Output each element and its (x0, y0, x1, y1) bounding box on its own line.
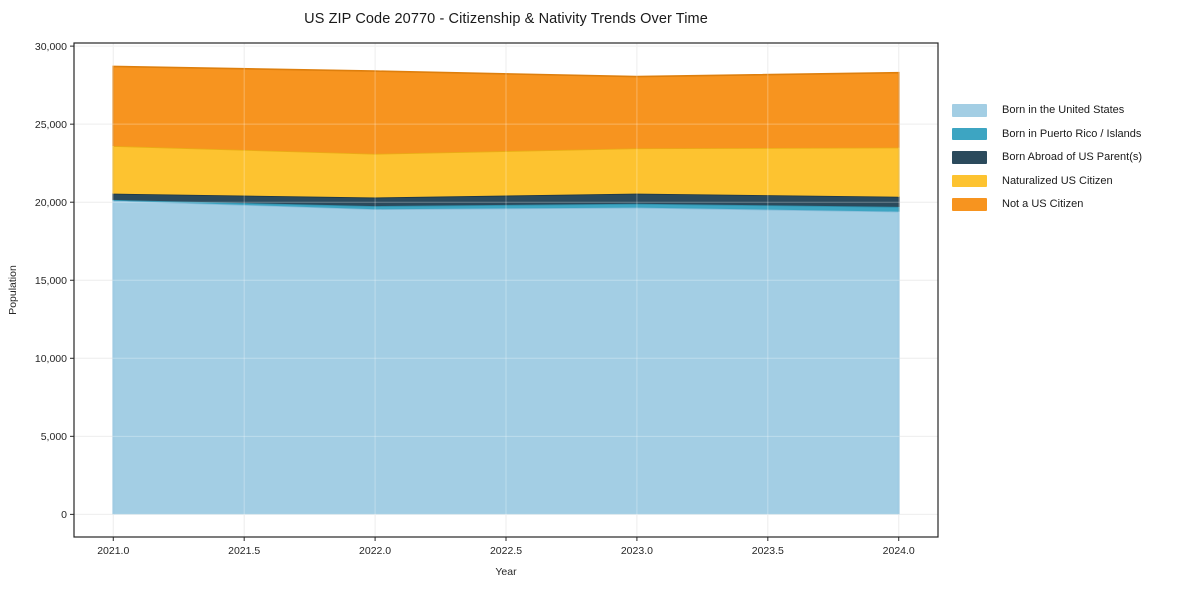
x-tick-label: 2023.5 (752, 545, 784, 557)
legend-label: Not a US Citizen (1002, 198, 1084, 211)
legend-item: Born in Puerto Rico / Islands (952, 127, 1142, 140)
area-edge-4 (112, 65, 900, 148)
y-axis-label: Population (7, 265, 19, 315)
legend: Born in the United States Born in Puerto … (952, 104, 1142, 211)
legend-item: Born Abroad of US Parent(s) (952, 151, 1142, 164)
legend-label: Born Abroad of US Parent(s) (1002, 151, 1143, 164)
legend-swatch (952, 104, 987, 117)
legend-swatch (952, 127, 987, 140)
y-tick-label: 25,000 (35, 119, 67, 131)
y-tick-label: 20,000 (35, 197, 67, 209)
y-tick-label: 30,000 (35, 41, 67, 53)
legend-item: Naturalized US Citizen (952, 174, 1142, 187)
y-tick-label: 10,000 (35, 353, 67, 365)
area-series-3 (113, 146, 899, 198)
x-tick-label: 2023.0 (621, 545, 653, 557)
legend-label: Born in the United States (1002, 104, 1125, 117)
area-series-4 (113, 66, 899, 154)
legend-item: Born in the United States (952, 104, 1142, 117)
legend-swatch (952, 198, 987, 211)
area-series-0 (113, 200, 899, 515)
legend-label: Naturalized US Citizen (1002, 174, 1113, 187)
x-tick-label: 2024.0 (883, 545, 915, 557)
x-tick-label: 2021.5 (228, 545, 260, 557)
x-tick-label: 2022.0 (359, 545, 391, 557)
area-edge-1 (112, 199, 900, 212)
y-tick-label: 15,000 (35, 275, 67, 287)
y-tick-label: 0 (61, 509, 67, 521)
y-tick-label: 5,000 (41, 431, 67, 443)
legend-item: Not a US Citizen (952, 198, 1142, 211)
legend-swatch (952, 151, 987, 164)
legend-swatch (952, 174, 987, 187)
chart-title: US ZIP Code 20770 - Citizenship & Nativi… (304, 11, 708, 27)
x-tick-label: 2022.5 (490, 545, 522, 557)
x-tick-label: 2021.0 (97, 545, 129, 557)
x-axis-label: Year (495, 566, 517, 578)
legend-label: Born in Puerto Rico / Islands (1002, 127, 1142, 140)
